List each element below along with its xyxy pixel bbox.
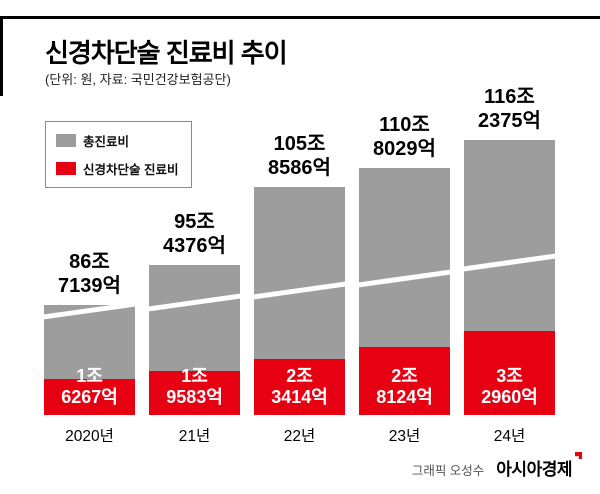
category-label: 2020년 <box>65 428 114 445</box>
legend-item-nerve: 신경차단술 진료비 <box>56 159 178 178</box>
total-value-line1: 116조 <box>484 86 535 108</box>
top-rule <box>0 16 600 19</box>
nerve-value-line2: 3414억 <box>271 387 328 407</box>
total-value-line2: 7139억 <box>58 275 121 297</box>
page-subtitle: (단위: 원, 자료: 국민건강보험공단) <box>45 72 231 87</box>
legend-item-total: 총진료비 <box>56 131 178 150</box>
footer: 그래픽 오성수 아시아경제 <box>411 452 582 480</box>
total-swatch-icon <box>56 134 76 147</box>
total-value-line2: 4376억 <box>163 235 226 257</box>
nerve-value-line1: 1조 <box>76 366 103 386</box>
nerve-value-label: 2조 8124억 <box>359 366 450 408</box>
nerve-value-line1: 1조 <box>181 366 208 386</box>
nerve-value-line2: 6267억 <box>61 387 118 407</box>
total-value-label: 110조 8029억 <box>373 113 436 161</box>
nerve-bar-segment <box>359 347 450 415</box>
nerve-value-line1: 3조 <box>496 366 523 386</box>
nerve-bar-segment <box>149 371 240 415</box>
graphic-credit: 그래픽 오성수 <box>411 464 485 478</box>
total-value-line1: 95조 <box>174 211 215 233</box>
total-value-line1: 86조 <box>69 251 110 273</box>
nerve-value-line2: 9583억 <box>166 387 223 407</box>
nerve-value-label: 1조 6267억 <box>44 366 135 408</box>
bar-group: 86조 7139억 1조 6267억 2020년 <box>37 251 142 445</box>
bar-group: 95조 4376억 1조 9583억 21년 <box>142 211 247 445</box>
axis-break-slash <box>352 268 457 289</box>
legend: 총진료비 신경차단술 진료비 <box>45 121 193 188</box>
legend-label-nerve: 신경차단술 진료비 <box>83 163 179 177</box>
total-value-line2: 8029억 <box>373 138 436 160</box>
total-value-label: 105조 8586억 <box>268 132 331 180</box>
total-value-line1: 110조 <box>379 114 430 136</box>
total-value-line2: 2375억 <box>478 110 541 132</box>
nerve-bar-segment <box>44 379 135 415</box>
nerve-value-line1: 2조 <box>391 366 418 386</box>
bar-group: 116조 2375억 3조 2960억 24년 <box>457 86 562 445</box>
category-label: 23년 <box>388 428 421 445</box>
total-value-line2: 8586억 <box>268 157 331 179</box>
nerve-swatch-icon <box>56 162 76 175</box>
nerve-bar-segment <box>464 331 555 415</box>
axis-break-slash <box>37 300 142 321</box>
total-value-line1: 105조 <box>273 133 326 155</box>
nerve-value-line2: 8124억 <box>376 387 433 407</box>
axis-break-slash <box>457 252 562 273</box>
total-value-label: 95조 4376억 <box>163 210 226 258</box>
left-rule <box>0 16 3 96</box>
total-value-label: 116조 2375억 <box>478 85 541 133</box>
brand-mark-icon <box>575 452 582 459</box>
category-label: 24년 <box>493 428 526 445</box>
nerve-value-label: 1조 9583억 <box>149 366 240 408</box>
bar-group: 110조 8029억 2조 8124억 23년 <box>352 114 457 445</box>
brand-logo: 아시아경제 <box>496 452 582 480</box>
page-title: 신경차단술 진료비 추이 <box>45 38 288 68</box>
total-value-label: 86조 7139억 <box>58 250 121 298</box>
bar-group: 105조 8586억 2조 3414억 22년 <box>247 133 352 445</box>
axis-break-slash <box>247 280 352 301</box>
bars: 86조 7139억 1조 6267억 2020년 95조 4376억 1조 95… <box>37 86 562 445</box>
nerve-value-label: 3조 2960억 <box>464 366 555 408</box>
nerve-value-line2: 2960억 <box>481 387 538 407</box>
nerve-value-line1: 2조 <box>286 366 313 386</box>
category-label: 21년 <box>178 428 211 445</box>
nerve-bar-segment <box>254 359 345 415</box>
legend-label-total: 총진료비 <box>83 135 130 149</box>
category-label: 22년 <box>283 428 316 445</box>
nerve-value-label: 2조 3414억 <box>254 366 345 408</box>
axis-break-slash <box>142 292 247 313</box>
